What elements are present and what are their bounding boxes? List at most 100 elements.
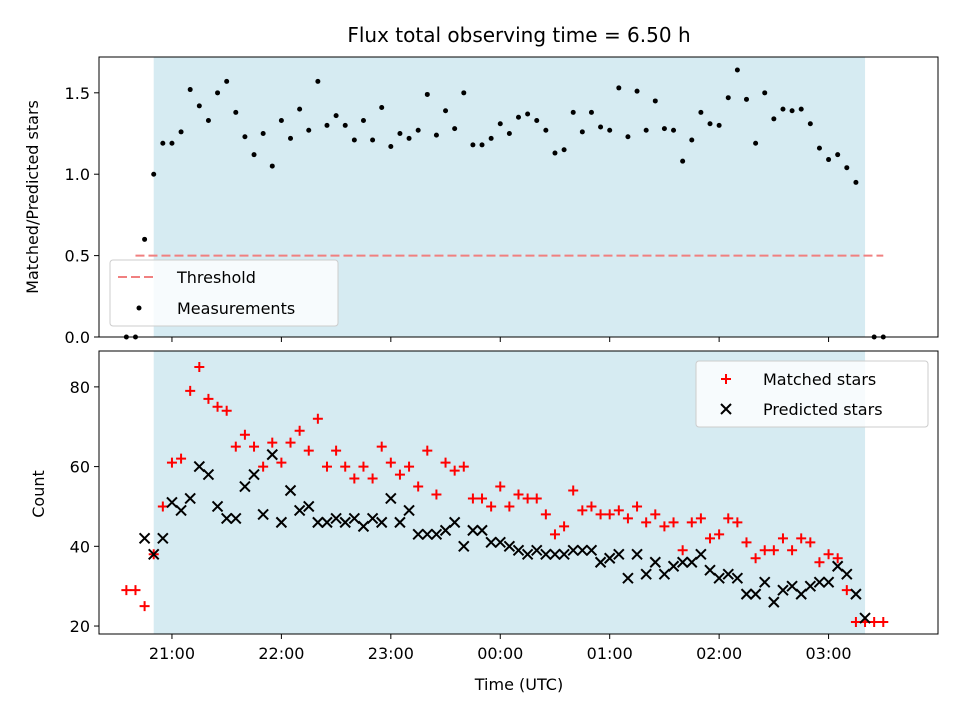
matched-stars-point [787,545,798,556]
measurement-point [625,134,631,140]
matched-stars-point [540,509,551,520]
matched-stars-point [495,481,506,492]
measurement-point [762,90,768,96]
matched-stars-point [139,601,150,612]
measurement-point [388,144,394,150]
predicted-stars-point [348,512,361,525]
measurement-point [424,91,430,97]
predicted-stars-point [293,504,306,517]
matched-stars-point [504,501,515,512]
x-tick: 22:00 [258,634,304,663]
measurement-point [196,103,202,109]
y-tick: 40 [70,537,99,556]
measurement-point [224,78,230,84]
matched-stars-point [531,493,542,504]
matched-stars-point [312,413,323,424]
measurement-point [780,106,786,112]
matched-stars-point [458,461,469,472]
matched-stars-point [194,361,205,372]
matched-stars-point [723,513,734,524]
y-tick: 1.5 [65,84,99,103]
measurement-point [661,126,667,132]
legend: Matched stars Predicted stars [695,360,929,428]
predicted-stars-point [676,556,689,568]
predicted-stars-point [731,572,744,584]
measurement-point [816,145,822,151]
matched-stars-point [440,457,451,468]
predicted-stars-point [686,556,698,568]
measurement-point [652,98,658,104]
chart-title: Flux total observing time = 6.50 h [347,23,690,47]
predicted-stars-point [476,524,488,537]
matched-stars-point [221,405,232,416]
predicted-stars-point [421,528,434,541]
legend-matched-label: Matched stars [763,370,876,389]
predicted-stars-point [704,564,716,576]
matched-stars-point [239,429,250,440]
measurement-point [452,126,458,132]
matched-stars-point [522,493,533,504]
predicted-stars-point [321,516,333,529]
matched-stars-point [121,585,132,596]
predicted-stars-point [777,584,789,596]
predicted-stars-point [385,492,397,505]
measurement-point [242,134,248,140]
predicted-stars-point [722,568,734,580]
measurement-point [288,135,294,141]
predicted-stars-point [430,528,443,541]
measurement-point [297,106,303,112]
matched-stars-point [157,501,168,512]
x-tick-label: 00:00 [477,644,523,663]
predicted-stars-point [257,508,269,521]
matched-stars-point [349,473,360,484]
measurement-point [142,236,148,242]
predicted-stars-point [412,528,424,541]
measurement-point [835,152,841,158]
matched-stars-point [705,533,716,544]
predicted-stars-point [695,548,707,560]
measurement-point [397,131,403,137]
predicted-stars-point [549,548,561,560]
predicted-stars-point [631,548,643,560]
legend-predicted-label: Predicted stars [763,400,883,419]
matched-stars-point [604,509,615,520]
matched-stars-point [285,437,296,448]
predicted-stars-point [312,516,324,529]
matched-stars-point [176,453,187,464]
predicted-stars-point [540,548,552,560]
predicted-stars-point [494,536,506,549]
matched-stars-point [258,461,269,472]
y-tick: 60 [70,458,99,477]
matched-stars-point [486,501,497,512]
legend-predicted-swatch [720,403,732,415]
matched-stars-point [850,617,861,628]
matched-stars-point [823,549,834,560]
predicted-stars-point [330,512,342,525]
y-tick-label: 20 [70,617,90,636]
measurement-point [497,121,503,127]
predicted-stars-point [275,516,288,529]
matched-stars-point [331,445,342,456]
measurement-point [516,114,521,120]
predicted-stars-point [613,548,625,560]
predicted-stars-point [202,468,215,481]
measurement-point [433,132,439,138]
predicted-stars-point [749,588,762,600]
matched-stars-point [659,521,670,532]
x-tick-label: 23:00 [368,644,414,663]
predicted-stars-point [768,596,780,608]
matched-stars-point [759,545,770,556]
predicted-stars-point [266,448,278,461]
predicted-stars-point [284,484,297,497]
matched-stars-point [267,437,278,448]
predicted-stars-point [585,544,598,557]
matched-stars-point [668,517,679,528]
predicted-stars-point [375,516,388,529]
matched-stars-point [303,445,314,456]
predicted-stars-point [594,556,607,568]
measurement-point [753,140,759,146]
predicted-stars-point [148,548,160,560]
y-tick: 0.0 [65,328,99,347]
matched-stars-point [185,385,196,396]
